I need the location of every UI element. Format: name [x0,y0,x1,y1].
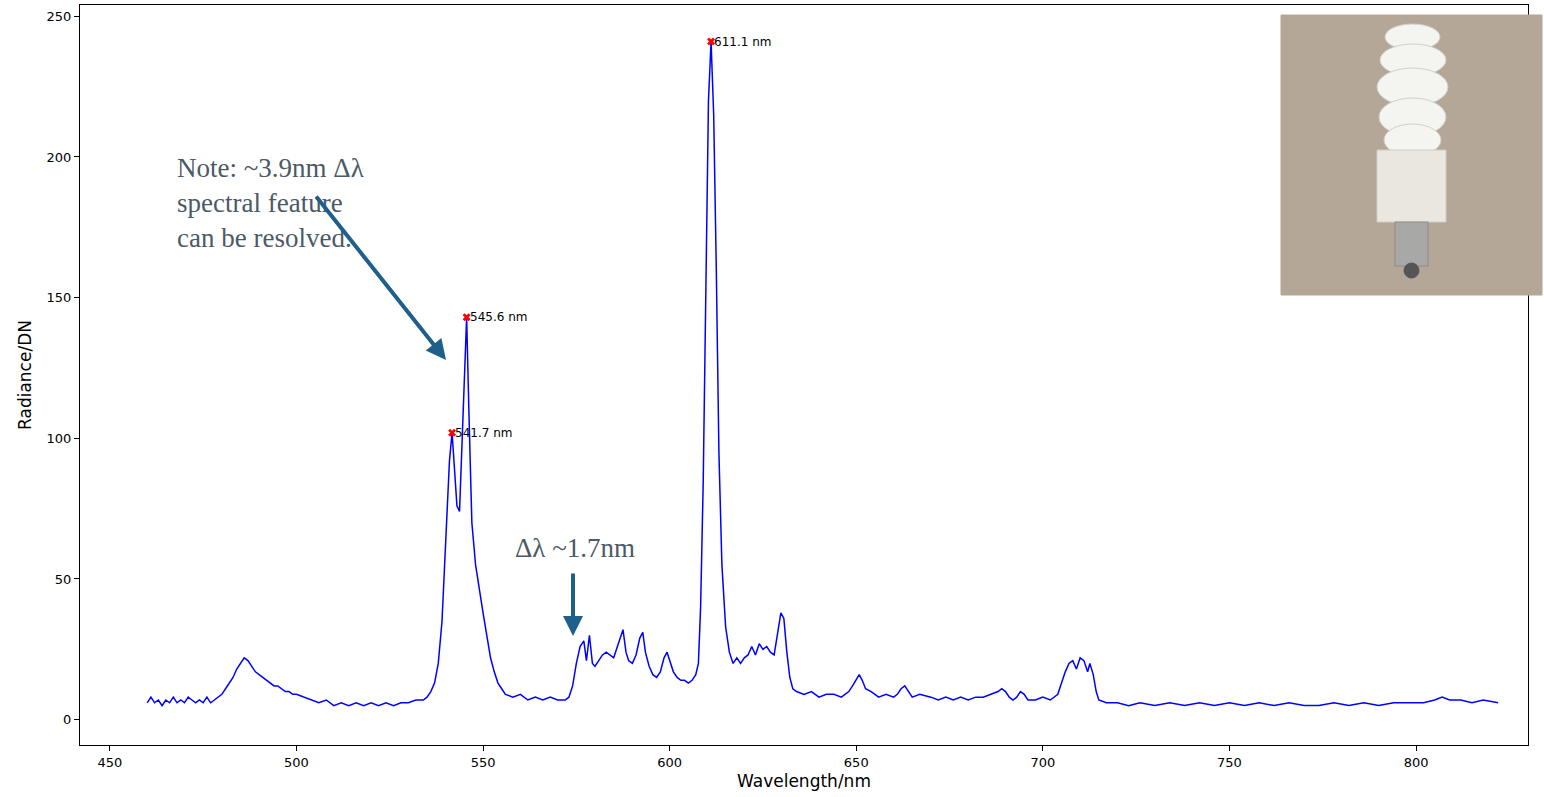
svg-text:150: 150 [47,290,72,305]
svg-text:250: 250 [47,9,72,24]
svg-text:50: 50 [55,572,72,587]
svg-text:200: 200 [47,149,72,164]
svg-text:550: 550 [471,755,496,770]
svg-text:750: 750 [1217,755,1242,770]
svg-text:611.1 nm: 611.1 nm [714,35,771,49]
svg-text:450: 450 [97,755,122,770]
svg-text:Wavelength/nm: Wavelength/nm [737,771,871,791]
svg-text:541.7 nm: 541.7 nm [455,426,512,440]
svg-text:Radiance/DN: Radiance/DN [15,320,35,430]
svg-text:800: 800 [1404,755,1429,770]
svg-text:500: 500 [284,755,309,770]
svg-text:700: 700 [1030,755,1055,770]
svg-text:0: 0 [63,712,71,727]
svg-text:100: 100 [47,431,72,446]
svg-text:545.6 nm: 545.6 nm [470,310,527,324]
svg-text:600: 600 [657,755,682,770]
svg-text:Δλ ~1.7nm: Δλ ~1.7nm [515,533,635,563]
svg-text:Note: ~3.9nm Δλspectral featur: Note: ~3.9nm Δλspectral featurecan be re… [177,153,364,253]
svg-text:650: 650 [844,755,869,770]
